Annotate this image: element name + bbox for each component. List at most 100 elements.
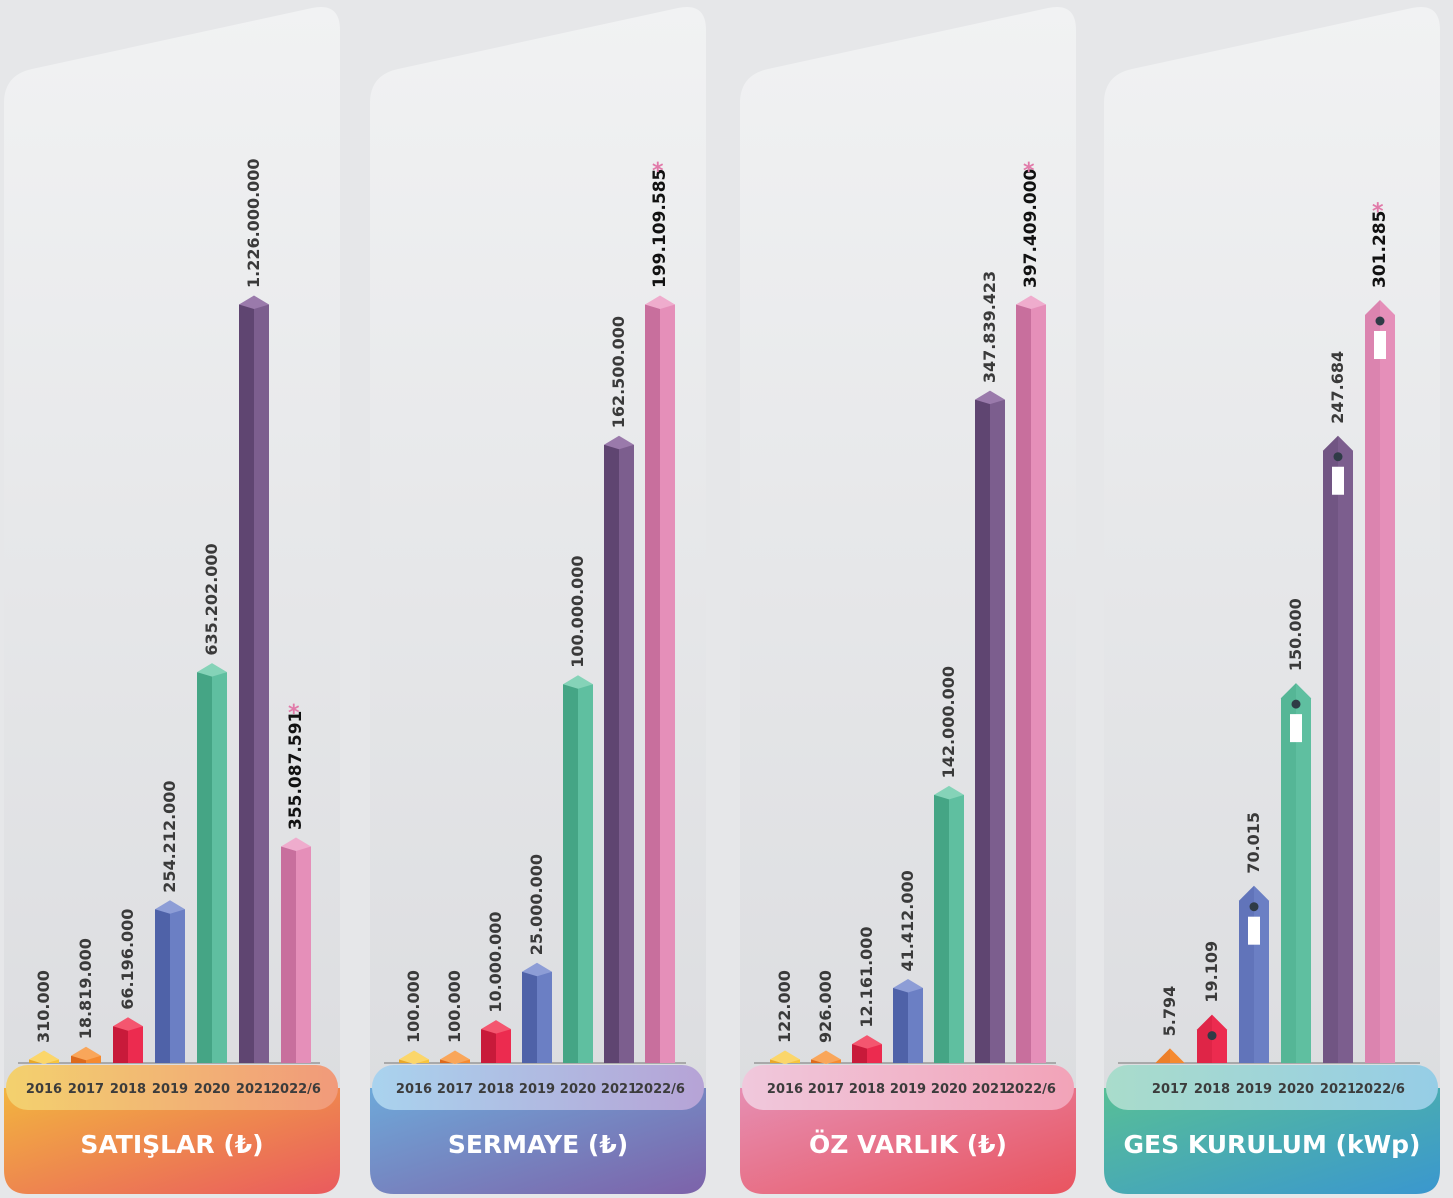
value-label: 355.087.591 (286, 711, 306, 830)
bar-2016: 310.000 2016 (26, 970, 62, 1097)
bar-window (1248, 916, 1260, 945)
bar-left-face (604, 444, 619, 1063)
year-tick-label: 2017 (68, 1082, 104, 1097)
bar-right-face (660, 304, 675, 1063)
bar-shade (1323, 435, 1338, 1063)
year-tick-label: 2021 (236, 1082, 272, 1097)
bar-body (1155, 1048, 1185, 1064)
bar-2016: 122.000 2016 (767, 970, 803, 1097)
bar-top-face (399, 1050, 429, 1064)
bar-2017: 18.819.000 2017 (68, 938, 104, 1097)
bar-left-face (522, 971, 537, 1063)
value-label: 162.500.000 (609, 316, 628, 428)
value-label: 142.000.000 (939, 666, 958, 778)
bar-2021: 162.500.000 2021 (601, 316, 637, 1097)
bar-2019: 25.000.000 2019 (519, 854, 555, 1097)
bar-shade (1239, 885, 1254, 1063)
bar-window (1290, 714, 1302, 743)
bar-2017: 926.000 2017 (808, 970, 844, 1097)
estimate-asterisk: * (652, 159, 664, 184)
value-label: 18.819.000 (76, 938, 95, 1039)
value-label: 100.000 (404, 970, 423, 1043)
bar-2020: 100.000.000 2020 (560, 555, 596, 1097)
bar-2018: 19.109 2018 (1194, 941, 1230, 1097)
bar-top-face (934, 785, 964, 800)
bar-right-face (619, 444, 634, 1063)
year-tick-label: 2022/6 (271, 1082, 321, 1097)
year-tick-label: 2017 (808, 1082, 844, 1097)
bar-top-face (29, 1050, 59, 1064)
value-label: 199.109.585 (650, 169, 670, 288)
year-tick-label: 2018 (849, 1082, 885, 1097)
bar-dot (1291, 699, 1301, 709)
bar-right-face (86, 1055, 101, 1063)
bar-2020: 142.000.000 2020 (931, 666, 967, 1097)
value-label: 41.412.000 (898, 870, 917, 971)
value-label: 5.794 (1160, 986, 1179, 1037)
year-tick-label: 2022/6 (1355, 1082, 1405, 1097)
bar-dot (1249, 902, 1259, 912)
bar-left-face (645, 304, 660, 1063)
value-label: 25.000.000 (527, 854, 546, 955)
bar-right-face (578, 684, 593, 1063)
bar-right-face (908, 987, 923, 1063)
year-axis-band (742, 1065, 1074, 1110)
value-label: 66.196.000 (118, 909, 137, 1010)
bar-top-face (770, 1050, 800, 1064)
bar-left-face (563, 684, 578, 1063)
year-tick-label: 2021 (1320, 1082, 1356, 1097)
bar-2018: 12.161.000 2018 (849, 926, 885, 1097)
bar-shade (1365, 300, 1380, 1063)
bar-right-face (496, 1029, 511, 1063)
bar-left-face (155, 909, 170, 1063)
bar-top-face (645, 295, 675, 309)
bar-left-face (893, 987, 908, 1063)
year-tick-label: 2016 (396, 1082, 432, 1097)
bar-top-face (197, 663, 227, 677)
year-tick-label: 2019 (1236, 1082, 1272, 1097)
bar-2022/6: 301.285* 2022/6 (1355, 200, 1405, 1097)
value-label: 100.000.000 (568, 555, 587, 667)
year-axis-band (372, 1065, 704, 1110)
year-tick-label: 2019 (890, 1082, 926, 1097)
year-axis-band (1106, 1065, 1438, 1110)
bar-2017: 5.794 2017 (1152, 986, 1188, 1097)
year-tick-label: 2022/6 (635, 1082, 685, 1097)
value-label: 100.000 (445, 970, 464, 1043)
bar-top-face (481, 1020, 511, 1034)
bar-right-face (170, 909, 185, 1063)
bar-right-face (212, 672, 227, 1063)
value-label: 247.684 (1328, 351, 1347, 424)
year-tick-label: 2016 (767, 1082, 803, 1097)
bar-top-face (281, 837, 311, 852)
year-tick-label: 2020 (560, 1082, 596, 1097)
bar-right-face (1031, 304, 1046, 1063)
chart-panel-1: SATIŞLAR (₺) 310.000 2016 18.819.000 2017 66.… (4, 6, 340, 1194)
bar-dot (1207, 1031, 1217, 1041)
bar-right-face (867, 1044, 882, 1063)
panel-title-block (1104, 1088, 1440, 1194)
panel-title-block (4, 1088, 340, 1194)
bar-right-face (949, 794, 964, 1063)
bar-2021: 347.839.423 2021 (972, 271, 1008, 1097)
year-tick-label: 2019 (152, 1082, 188, 1097)
value-label: 310.000 (34, 970, 53, 1043)
bar-left-face (1016, 304, 1031, 1063)
bar-shade (1197, 1014, 1212, 1063)
bar-body (1323, 435, 1353, 1063)
year-tick-label: 2022/6 (1006, 1082, 1056, 1097)
bar-top-face (440, 1050, 470, 1064)
bar-top-face (239, 295, 269, 309)
value-label: 926.000 (816, 970, 835, 1043)
value-label: 122.000 (775, 970, 794, 1043)
year-tick-label: 2020 (194, 1082, 230, 1097)
bar-2018: 10.000.000 2018 (478, 911, 514, 1097)
bar-2022/6: 199.109.585* 2022/6 (635, 159, 685, 1097)
bar-right-face (990, 399, 1005, 1064)
bar-left-face (71, 1055, 86, 1063)
bar-top-face (113, 1017, 143, 1031)
bar-shade (1281, 683, 1296, 1063)
bar-left-face (113, 1026, 128, 1063)
bar-right-face (254, 304, 269, 1063)
